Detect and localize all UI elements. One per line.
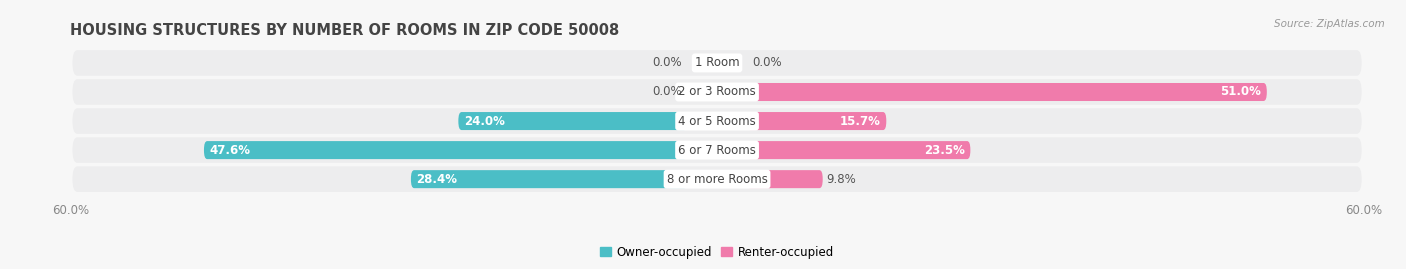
FancyBboxPatch shape xyxy=(458,112,688,130)
Text: HOUSING STRUCTURES BY NUMBER OF ROOMS IN ZIP CODE 50008: HOUSING STRUCTURES BY NUMBER OF ROOMS IN… xyxy=(70,23,620,38)
FancyBboxPatch shape xyxy=(747,83,1267,101)
Text: 0.0%: 0.0% xyxy=(652,86,682,98)
Text: 24.0%: 24.0% xyxy=(464,115,505,128)
Text: 15.7%: 15.7% xyxy=(839,115,882,128)
FancyBboxPatch shape xyxy=(73,137,1361,163)
Text: 6 or 7 Rooms: 6 or 7 Rooms xyxy=(678,144,756,157)
FancyBboxPatch shape xyxy=(73,50,1361,76)
Text: 2 or 3 Rooms: 2 or 3 Rooms xyxy=(678,86,756,98)
FancyBboxPatch shape xyxy=(411,170,688,188)
FancyBboxPatch shape xyxy=(204,141,688,159)
Legend: Owner-occupied, Renter-occupied: Owner-occupied, Renter-occupied xyxy=(595,241,839,263)
Text: 0.0%: 0.0% xyxy=(652,56,682,69)
FancyBboxPatch shape xyxy=(747,112,886,130)
FancyBboxPatch shape xyxy=(747,141,970,159)
Text: 28.4%: 28.4% xyxy=(416,173,457,186)
FancyBboxPatch shape xyxy=(73,79,1361,105)
Text: 0.0%: 0.0% xyxy=(752,56,782,69)
Text: 9.8%: 9.8% xyxy=(825,173,856,186)
Text: 51.0%: 51.0% xyxy=(1220,86,1261,98)
Text: 4 or 5 Rooms: 4 or 5 Rooms xyxy=(678,115,756,128)
FancyBboxPatch shape xyxy=(73,166,1361,192)
Text: Source: ZipAtlas.com: Source: ZipAtlas.com xyxy=(1274,19,1385,29)
Text: 47.6%: 47.6% xyxy=(209,144,250,157)
Text: 8 or more Rooms: 8 or more Rooms xyxy=(666,173,768,186)
Text: 23.5%: 23.5% xyxy=(924,144,965,157)
Text: 1 Room: 1 Room xyxy=(695,56,740,69)
FancyBboxPatch shape xyxy=(73,108,1361,134)
FancyBboxPatch shape xyxy=(747,170,823,188)
